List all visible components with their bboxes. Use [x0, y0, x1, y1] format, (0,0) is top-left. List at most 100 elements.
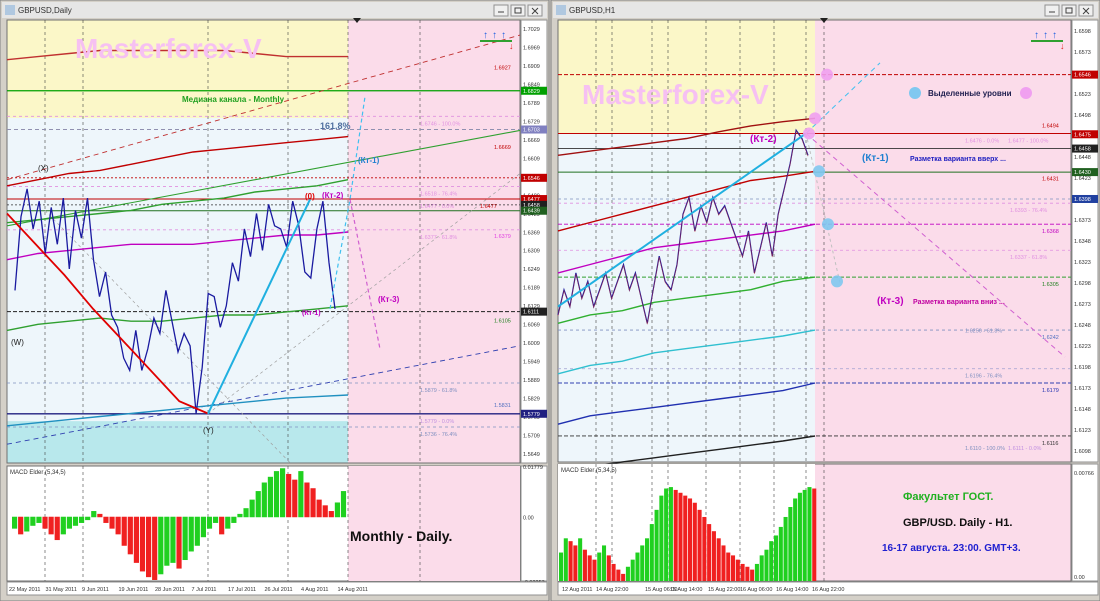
macd-panel[interactable]: MACD Elder (5,34,5)0.017790.00-0.02253Mo…	[6, 465, 548, 596]
price-tag	[521, 200, 547, 209]
zone-cyan	[7, 421, 348, 463]
macd-bar	[645, 538, 650, 581]
macd-bar	[683, 495, 688, 581]
macd-bar	[237, 513, 243, 518]
window-titlebar[interactable]	[2, 2, 547, 18]
macd-panel[interactable]: MACD Elder (5,34,5) 0.00766 0.00 Факультет …	[557, 463, 1099, 596]
macd-bar	[635, 552, 640, 581]
macd-bar	[139, 516, 146, 572]
minimize-button[interactable]	[493, 4, 509, 17]
macd-bar	[316, 499, 322, 518]
macd-bar	[559, 552, 564, 581]
wave-annotation-up: Разметка варианта вверх ...	[910, 156, 1006, 163]
price-scale-label: 1.6248	[1074, 323, 1091, 329]
price-tag	[1072, 194, 1098, 203]
price-plot[interactable]: Masterforex-V Медиана канала - Monthly 161…	[6, 18, 548, 464]
macd-bar	[678, 492, 683, 581]
macd-bar	[121, 516, 127, 546]
level-value-label: 1.5831	[494, 403, 511, 409]
price-scale-background	[1071, 19, 1099, 463]
macd-bar	[219, 516, 225, 535]
wave-label-y: (Y)	[203, 426, 214, 435]
price-scale-label: 1.5769	[523, 415, 540, 421]
price-scale-label: 1.6173	[1074, 386, 1091, 392]
macd-bar	[176, 516, 182, 569]
macd-bar	[243, 508, 249, 518]
level-value-label: 1.6368	[1042, 229, 1059, 235]
price-scale-label: 1.6789	[523, 101, 540, 107]
price-scale-label: 1.6009	[523, 341, 540, 347]
macd-bar	[213, 516, 219, 523]
maximize-icon	[1065, 7, 1073, 14]
date-axis-background	[6, 581, 548, 596]
macd-bar	[54, 516, 60, 541]
macd-bar	[611, 563, 616, 581]
shift-marker-icon	[353, 18, 361, 23]
macd-bar	[750, 569, 755, 581]
macd-bar	[568, 541, 573, 581]
window-app-icon	[556, 5, 566, 15]
macd-bar	[292, 479, 298, 518]
price-tag-label: 1.6546	[1074, 73, 1091, 79]
price-tag	[1072, 130, 1098, 139]
price-plot[interactable]: Masterforex-V Выделенные уровни (Кт-1) Разм…	[557, 18, 1099, 476]
level-value-label: 1.6337 - 61.8%	[1010, 255, 1047, 261]
window-titlebar[interactable]	[553, 2, 1098, 18]
macd-forecast-zone	[348, 466, 520, 581]
window-controls[interactable]	[1044, 4, 1094, 17]
macd-bar	[322, 505, 328, 518]
price-scale-label: 1.6423	[1074, 176, 1091, 182]
macd-bar	[630, 559, 635, 581]
wave-label-kt2: (Кт-2)	[750, 134, 777, 145]
price-scale-label: 1.6348	[1074, 239, 1091, 245]
wave-label-x: (X)	[38, 164, 49, 173]
ma-green-curve	[557, 276, 816, 324]
close-icon	[1082, 7, 1090, 15]
forecast-down-line	[349, 199, 381, 350]
ma-magenta-curve	[557, 223, 816, 274]
price-tag	[521, 86, 547, 95]
faculty-caption: Факультет ГОСТ.	[903, 491, 993, 503]
macd-bar	[188, 516, 194, 552]
window-daily[interactable]: GBPUSD,Daily Masterforex-V Медиана канала…	[0, 0, 550, 601]
maximize-button[interactable]	[1061, 4, 1077, 17]
minimize-button[interactable]	[1044, 4, 1060, 17]
level-value-label: 1.6377 - 61.8%	[420, 235, 457, 241]
macd-bar	[802, 489, 807, 581]
window-h1[interactable]: GBPUSD,H1 Masterforex-V Выделенные уровни…	[550, 0, 1100, 601]
price-shadow-line	[557, 130, 809, 325]
macd-bar	[60, 516, 66, 535]
date-axis-background	[557, 581, 1099, 596]
close-icon	[531, 7, 539, 15]
price-scale-label: 1.6669	[523, 138, 540, 144]
macd-bar	[793, 498, 798, 581]
price-tag	[521, 125, 547, 134]
price-scale-label: 1.6298	[1074, 281, 1091, 287]
macd-scale-label: 0.00766	[1074, 471, 1094, 477]
macd-bar	[716, 538, 721, 581]
macd-bar	[310, 488, 316, 518]
level-value-label: 1.6518 - 76.4%	[420, 191, 457, 197]
price-tag	[521, 206, 547, 215]
pair-caption: GBP/USD. Daily - H1.	[903, 517, 1012, 529]
down-arrow-icon: ↓	[509, 41, 514, 51]
maximize-icon	[514, 7, 522, 14]
ma-magenta-curve	[6, 231, 349, 261]
price-tag	[1072, 168, 1098, 177]
macd-bar	[231, 516, 237, 523]
macd-bar	[286, 473, 292, 518]
macd-bar	[273, 471, 280, 518]
macd-bar	[12, 516, 18, 529]
macd-scale-background	[1071, 463, 1099, 582]
macd-bar	[109, 516, 115, 529]
up-arrow-icon: ↑	[501, 30, 506, 41]
macd-bar	[573, 545, 578, 581]
forecast-up-line	[329, 96, 366, 310]
maximize-button[interactable]	[510, 4, 526, 17]
macd-bar	[18, 516, 24, 535]
price-tag-label: 1.5779	[523, 412, 540, 418]
macd-bar	[688, 498, 693, 581]
window-controls[interactable]	[493, 4, 543, 17]
macd-bar	[206, 516, 213, 529]
date-axis-label: 16 Aug 22:00	[812, 587, 844, 593]
